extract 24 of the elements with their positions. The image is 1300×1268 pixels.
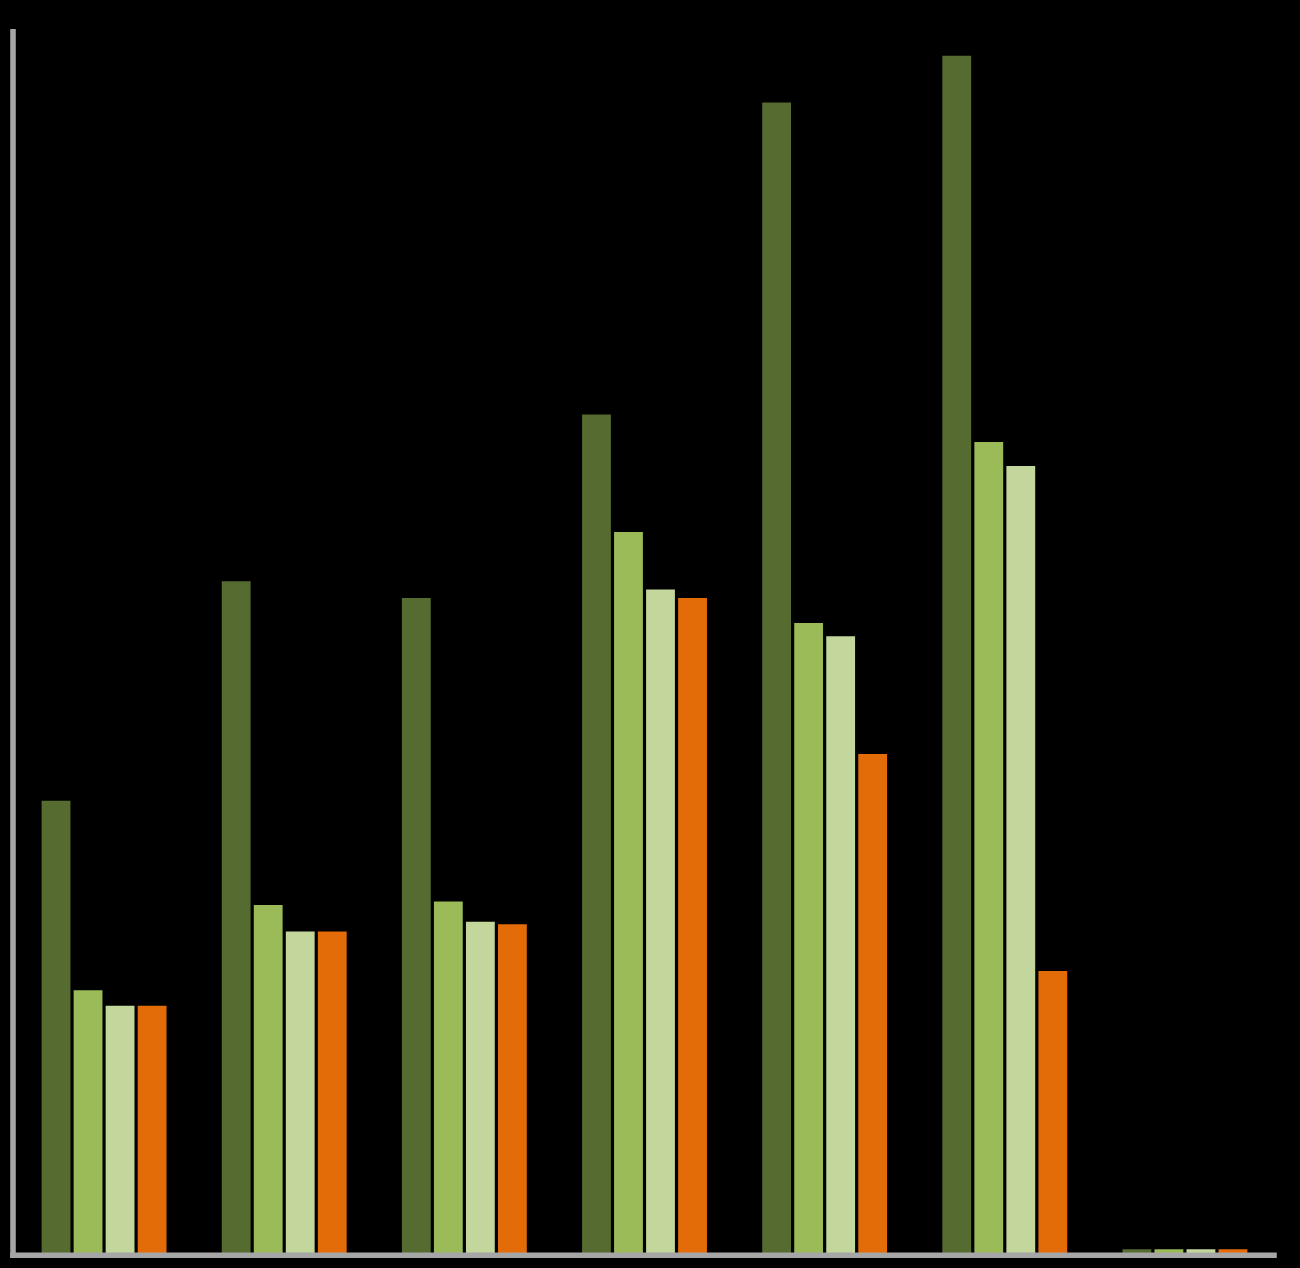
bar xyxy=(285,931,315,1256)
bar xyxy=(582,414,611,1256)
bar xyxy=(105,1005,135,1256)
bar xyxy=(858,753,888,1256)
bar xyxy=(1006,465,1036,1256)
bar xyxy=(221,581,251,1256)
bar xyxy=(1038,971,1068,1256)
bar xyxy=(73,990,103,1256)
bar xyxy=(41,800,71,1256)
bar xyxy=(253,905,283,1256)
bar xyxy=(646,589,675,1256)
bar xyxy=(401,597,431,1256)
bar xyxy=(794,623,824,1256)
bar xyxy=(614,531,643,1256)
bar xyxy=(137,1005,167,1256)
bar xyxy=(678,597,707,1256)
bar xyxy=(974,441,1004,1256)
bar xyxy=(942,55,972,1256)
bar xyxy=(317,931,347,1256)
bar xyxy=(497,924,527,1256)
bar xyxy=(762,102,792,1256)
bar xyxy=(826,636,856,1256)
bar xyxy=(433,901,463,1256)
bar xyxy=(465,921,495,1256)
